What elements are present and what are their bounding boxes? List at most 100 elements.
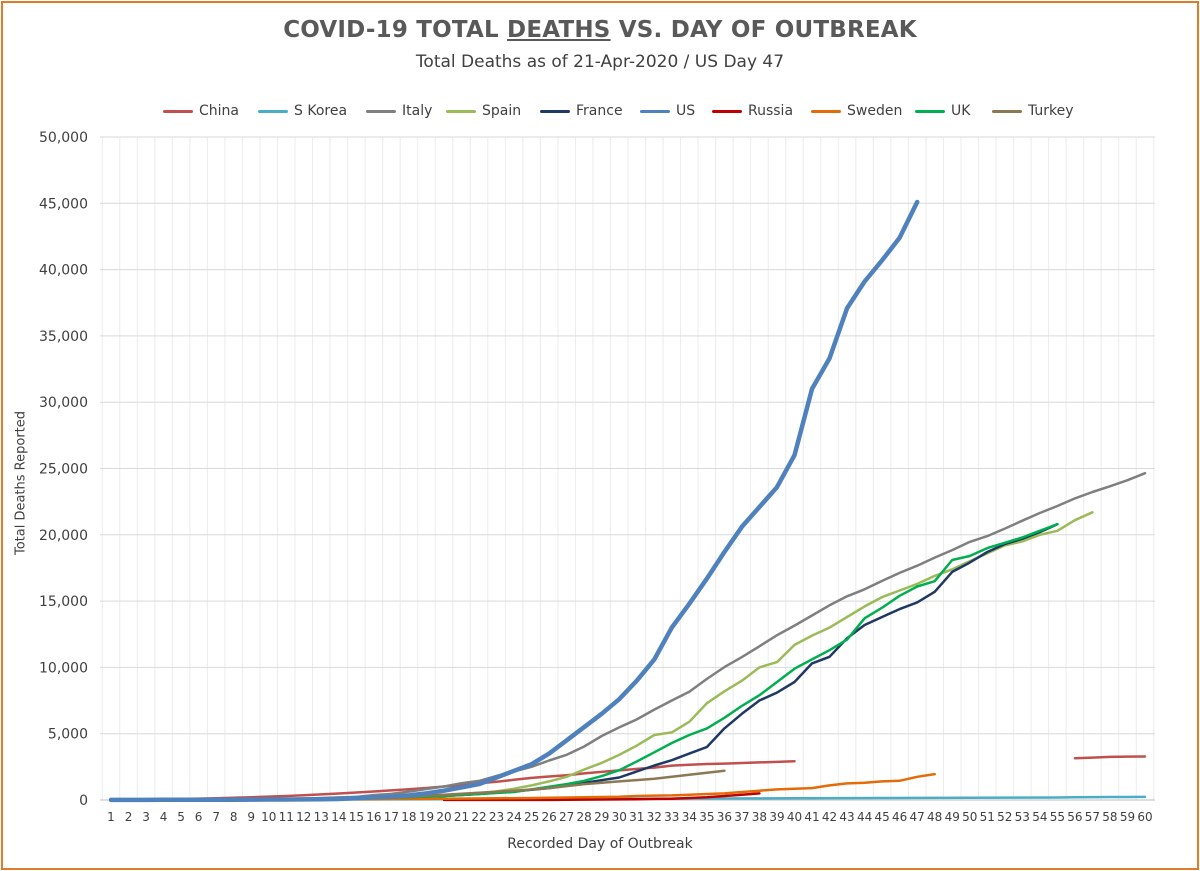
x-tick-label: 2 [125, 810, 133, 824]
y-tick-label: 45,000 [39, 196, 88, 212]
x-tick-label: 40 [787, 810, 802, 824]
x-tick-label: 1 [107, 810, 115, 824]
x-tick-label: 17 [384, 810, 399, 824]
x-tick-label: 42 [822, 810, 837, 824]
y-tick-label: 20,000 [39, 528, 88, 544]
legend-item-france: France [540, 100, 623, 122]
legend-label: Russia [748, 103, 794, 119]
chart-title: COVID-19 TOTAL DEATHS VS. DAY OF OUTBREA… [0, 17, 1200, 43]
title-part-after: VS. DAY OF OUTBREAK [610, 17, 917, 43]
y-tick-label: 50,000 [39, 130, 88, 146]
x-tick-label: 7 [212, 810, 220, 824]
x-tick-label: 23 [489, 810, 504, 824]
legend-item-china: China [163, 100, 239, 122]
series-line-russia [442, 792, 761, 802]
legend-label: France [576, 103, 623, 119]
legend-swatch [992, 109, 1022, 113]
x-tick-label: 31 [629, 810, 644, 824]
series-line-us [108, 199, 920, 803]
legend-label: Sweden [847, 103, 903, 119]
x-tick-label: 55 [1050, 810, 1065, 824]
x-tick-label: 19 [419, 810, 434, 824]
x-tick-label: 11 [279, 810, 294, 824]
x-tick-label: 6 [195, 810, 203, 824]
x-tick-label: 46 [892, 810, 907, 824]
legend-swatch [915, 109, 945, 113]
chart-subtitle: Total Deaths as of 21-Apr-2020 / US Day … [415, 52, 785, 72]
x-tick-label: 32 [647, 810, 662, 824]
legend-item-sweden: Sweden [811, 100, 902, 122]
y-tick-label: 0 [79, 793, 88, 809]
x-tick-label: 12 [296, 810, 311, 824]
x-tick-label: 26 [541, 810, 556, 824]
x-tick-label: 34 [682, 810, 697, 824]
x-tick-label: 49 [945, 810, 960, 824]
legend-item-uk: UK [915, 100, 970, 122]
x-tick-label: 10 [261, 810, 276, 824]
x-tick-label: 59 [1120, 810, 1135, 824]
series-line-sweden [267, 772, 936, 801]
legend-swatch [540, 109, 570, 113]
x-tick-label: 14 [331, 810, 346, 824]
x-tick-label: 43 [839, 810, 854, 824]
x-tick-label: 60 [1137, 810, 1152, 824]
x-tick-label: 45 [874, 810, 889, 824]
y-axis-label: Total Deaths Reported [13, 410, 29, 556]
title-part-emphasis: DEATHS [507, 17, 611, 43]
x-tick-label: 37 [734, 810, 749, 824]
x-tick-label: 41 [804, 810, 819, 824]
y-tick-label: 15,000 [39, 594, 88, 610]
legend-item-spain: Spain [446, 100, 521, 122]
x-tick-label: 21 [454, 810, 469, 824]
y-tick-label: 30,000 [39, 395, 88, 411]
x-tick-label: 57 [1085, 810, 1100, 824]
x-axis-label: Recorded Day of Outbreak [507, 836, 693, 852]
x-tick-label: 15 [349, 810, 364, 824]
legend-swatch [446, 109, 476, 113]
legend-swatch [811, 109, 841, 113]
legend-swatch [258, 109, 288, 113]
x-tick-label: 24 [506, 810, 521, 824]
x-tick-label: 9 [247, 810, 255, 824]
legend-label: US [676, 103, 696, 119]
series-line-spain [109, 511, 1094, 802]
x-tick-label: 54 [1032, 810, 1047, 824]
legend-swatch [640, 109, 670, 113]
x-tick-label: 16 [366, 810, 381, 824]
x-tick-label: 58 [1102, 810, 1117, 824]
legend-label: S Korea [294, 103, 348, 119]
x-tick-label: 5 [177, 810, 185, 824]
x-tick-label: 52 [997, 810, 1012, 824]
legend-label: Italy [402, 103, 433, 119]
legend-label: China [199, 103, 239, 119]
x-tick-label: 20 [436, 810, 451, 824]
x-tick-label: 28 [577, 810, 592, 824]
title-part-before: COVID-19 TOTAL [283, 17, 508, 43]
x-tick-label: 50 [962, 810, 977, 824]
legend-item-us: US [640, 100, 695, 122]
legend-item-turkey: Turkey [992, 100, 1074, 122]
y-tick-label: 10,000 [39, 660, 88, 676]
chart-legend: China S Korea Italy Spain France US Russia Swed… [0, 100, 1200, 122]
x-tick-label: 25 [524, 810, 539, 824]
y-tick-label: 35,000 [39, 329, 88, 345]
legend-item-s-korea: S Korea [258, 100, 347, 122]
x-tick-label: 30 [612, 810, 627, 824]
legend-item-italy: Italy [366, 100, 432, 122]
x-tick-label: 8 [230, 810, 238, 824]
x-tick-label: 51 [980, 810, 995, 824]
x-tick-label: 48 [927, 810, 942, 824]
legend-label: UK [951, 103, 971, 119]
x-tick-label: 36 [717, 810, 732, 824]
y-tick-label: 40,000 [39, 263, 88, 279]
x-tick-label: 53 [1015, 810, 1030, 824]
x-tick-label: 33 [664, 810, 679, 824]
x-tick-label: 47 [910, 810, 925, 824]
x-tick-label: 44 [857, 810, 872, 824]
x-tick-label: 18 [401, 810, 416, 824]
x-tick-label: 29 [594, 810, 609, 824]
legend-swatch [163, 109, 193, 113]
x-tick-label: 27 [559, 810, 574, 824]
